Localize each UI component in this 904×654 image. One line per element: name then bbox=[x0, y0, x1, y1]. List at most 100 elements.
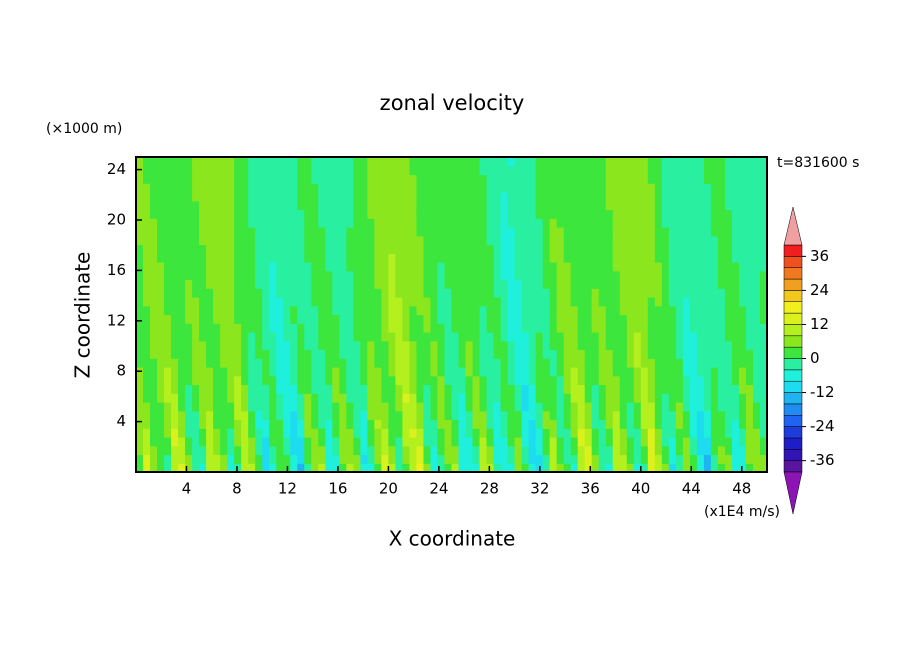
field-cell bbox=[465, 297, 474, 307]
field-cell bbox=[591, 428, 600, 438]
field-cell bbox=[472, 402, 481, 412]
field-cell bbox=[304, 157, 312, 167]
field-cell bbox=[206, 314, 214, 324]
field-cell bbox=[689, 218, 698, 228]
field-cell bbox=[675, 183, 684, 193]
field-cell bbox=[395, 157, 404, 167]
field-cell bbox=[276, 314, 284, 324]
field-cell bbox=[710, 279, 719, 289]
field-cell bbox=[227, 297, 235, 307]
field-cell bbox=[451, 157, 460, 167]
field-cell bbox=[577, 183, 586, 193]
field-cell bbox=[696, 332, 705, 342]
field-cell bbox=[234, 165, 242, 176]
field-cell bbox=[591, 314, 600, 324]
field-cell bbox=[374, 305, 382, 316]
field-cell bbox=[269, 445, 277, 456]
field-cell bbox=[696, 157, 705, 167]
field-cell bbox=[584, 209, 593, 219]
field-cell bbox=[164, 340, 172, 351]
field-cell bbox=[514, 200, 523, 211]
field-cell bbox=[346, 419, 354, 429]
field-cell bbox=[388, 183, 397, 193]
field-cell bbox=[591, 279, 600, 289]
field-cell bbox=[248, 209, 256, 219]
field-cell bbox=[703, 209, 712, 219]
field-cell bbox=[416, 332, 425, 342]
field-cell bbox=[199, 323, 207, 333]
field-cell bbox=[661, 253, 670, 263]
field-cell bbox=[381, 384, 389, 394]
field-cell bbox=[472, 227, 481, 237]
x-tick-label: 40 bbox=[631, 480, 650, 498]
field-cell bbox=[346, 297, 354, 307]
field-cell bbox=[143, 174, 151, 184]
field-cell bbox=[171, 428, 179, 438]
field-cell bbox=[164, 279, 172, 289]
field-cell bbox=[171, 445, 179, 456]
field-cell bbox=[612, 314, 621, 324]
field-cell bbox=[759, 209, 768, 219]
field-cell bbox=[234, 340, 242, 351]
field-cell bbox=[465, 358, 474, 368]
field-cell bbox=[535, 244, 544, 254]
y-unit-label: (×1000 m) bbox=[46, 121, 122, 137]
field-cell bbox=[388, 314, 397, 324]
field-cell bbox=[171, 157, 179, 167]
field-cell bbox=[157, 218, 165, 228]
field-cell bbox=[388, 323, 397, 333]
field-cell bbox=[269, 454, 277, 464]
field-cell bbox=[500, 367, 509, 377]
field-cell bbox=[437, 227, 446, 237]
field-cell bbox=[199, 288, 207, 298]
field-cell bbox=[493, 165, 502, 176]
field-cell bbox=[626, 174, 635, 184]
field-cell bbox=[409, 279, 418, 289]
field-cell bbox=[325, 349, 333, 359]
field-cell bbox=[325, 445, 333, 456]
field-cell bbox=[563, 410, 572, 421]
field-cell bbox=[318, 445, 326, 456]
field-cell bbox=[430, 314, 439, 324]
field-cell bbox=[157, 437, 165, 447]
field-cell bbox=[157, 375, 165, 386]
field-cell bbox=[213, 305, 221, 316]
field-cell bbox=[304, 279, 312, 289]
field-cell bbox=[759, 192, 768, 202]
field-cell bbox=[563, 157, 572, 167]
field-cell bbox=[381, 410, 389, 421]
field-cell bbox=[227, 419, 235, 429]
field-cell bbox=[304, 410, 312, 421]
field-cell bbox=[346, 262, 354, 272]
field-cell bbox=[654, 227, 663, 237]
field-cell bbox=[150, 314, 158, 324]
field-cell bbox=[164, 262, 172, 272]
field-cell bbox=[640, 209, 649, 219]
field-cell bbox=[556, 340, 565, 351]
field-cell bbox=[633, 463, 642, 473]
field-cell bbox=[598, 165, 607, 176]
field-cell bbox=[423, 314, 432, 324]
field-cell bbox=[360, 463, 368, 473]
field-cell bbox=[710, 297, 719, 307]
field-cell bbox=[465, 279, 474, 289]
field-cell bbox=[626, 262, 635, 272]
field-cell bbox=[311, 445, 319, 456]
field-cell bbox=[696, 393, 705, 403]
field-cell bbox=[269, 314, 277, 324]
field-cell bbox=[570, 332, 579, 342]
field-cell bbox=[220, 463, 228, 473]
field-cell bbox=[241, 235, 249, 246]
field-cell bbox=[416, 349, 425, 359]
field-cell bbox=[605, 358, 614, 368]
field-cell bbox=[759, 305, 768, 316]
field-cell bbox=[409, 235, 418, 246]
x-tick-label: 44 bbox=[682, 480, 701, 498]
field-cell bbox=[724, 332, 733, 342]
field-cell bbox=[717, 262, 726, 272]
field-cell bbox=[346, 183, 354, 193]
chart-title: zonal velocity bbox=[380, 91, 525, 115]
field-cell bbox=[577, 410, 586, 421]
field-cell bbox=[157, 402, 165, 412]
field-cell bbox=[759, 235, 768, 246]
